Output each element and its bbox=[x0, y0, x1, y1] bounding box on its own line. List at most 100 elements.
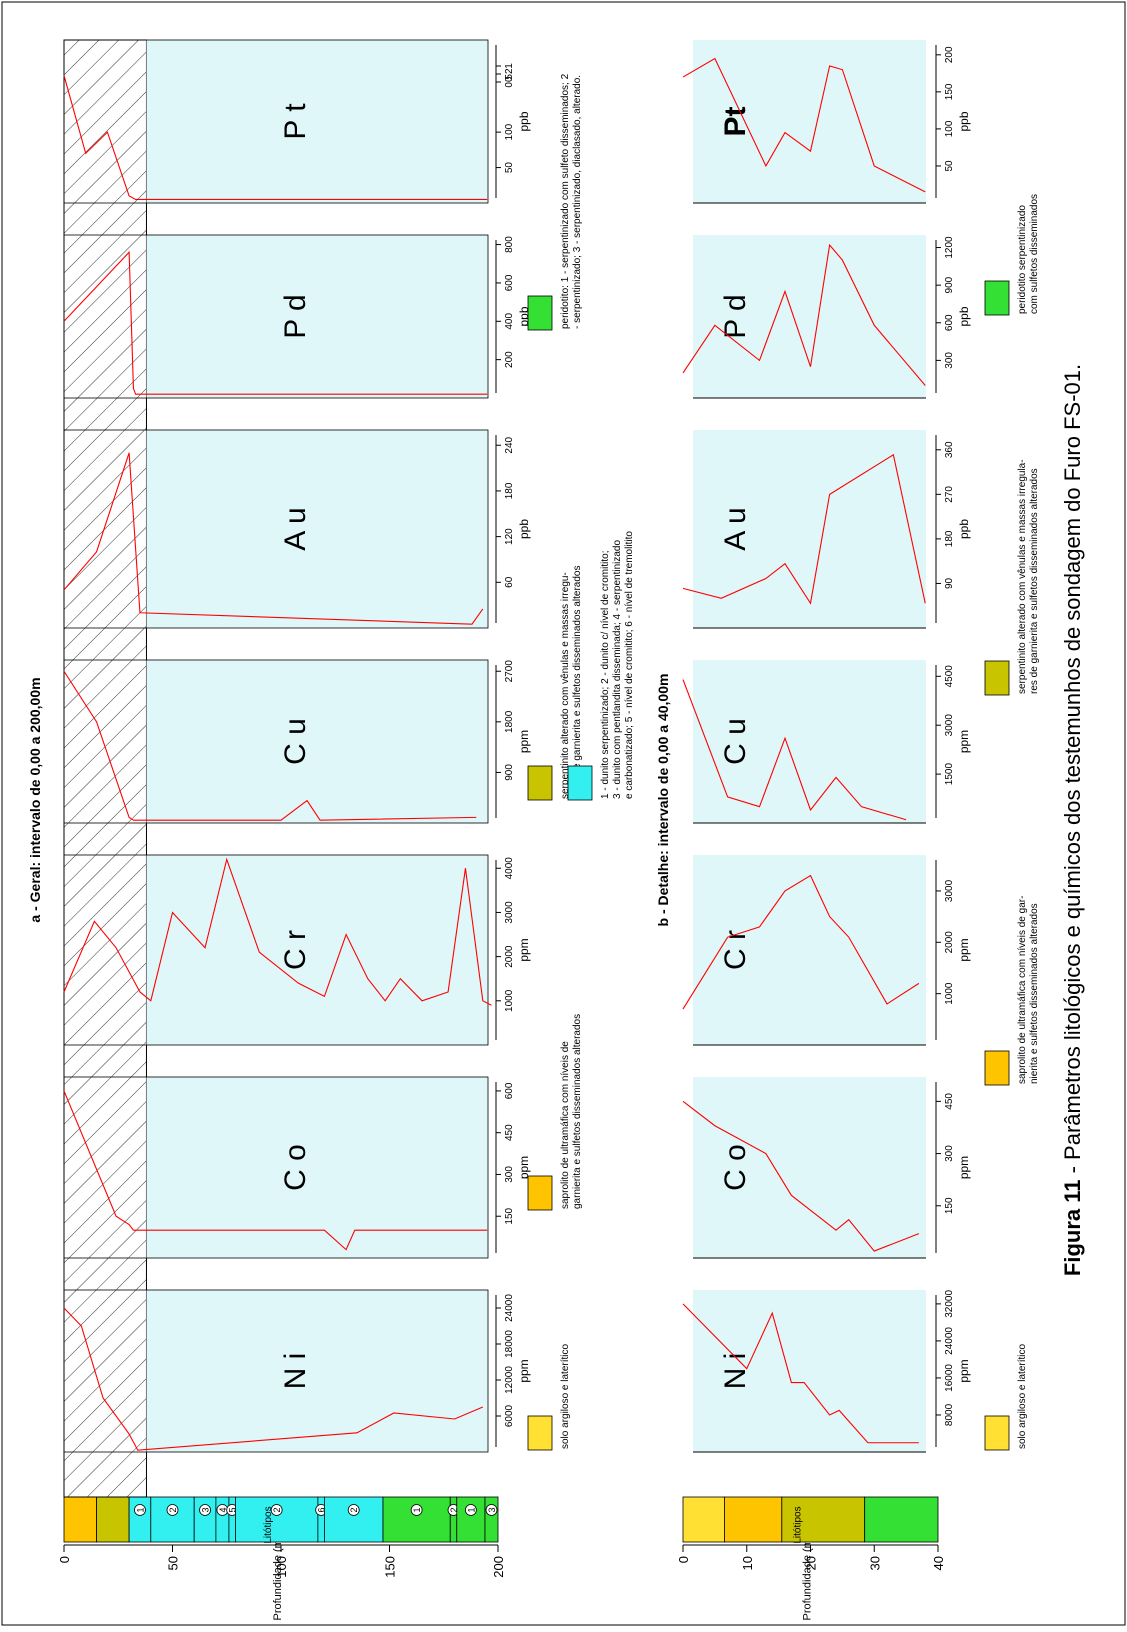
value-tick-label: 12000 bbox=[504, 1366, 515, 1394]
unit-label: ppb bbox=[517, 111, 531, 131]
weathered-zone-hatch bbox=[63, 39, 147, 1498]
depth-tick-label: 100 bbox=[274, 1556, 289, 1578]
panel-background bbox=[693, 1290, 926, 1452]
element-panel: 50 100 150 200 ppb Pt bbox=[682, 40, 971, 204]
litho-unit bbox=[724, 1496, 783, 1543]
value-tick-label: 120 bbox=[504, 528, 515, 545]
value-tick-label: 240 bbox=[504, 436, 515, 453]
legend-text: saprolito de ultramáfica com níveis de g… bbox=[1017, 896, 1028, 1084]
element-label: P d bbox=[719, 294, 752, 339]
value-tick-label: 50 bbox=[504, 162, 515, 174]
unit-label: ppb bbox=[957, 306, 971, 326]
litho-unit-marker bbox=[270, 1504, 283, 1516]
legend-text: serpentinito alterado com vênulas e mass… bbox=[1017, 459, 1028, 694]
data-series-line bbox=[682, 243, 926, 386]
data-series-line bbox=[682, 1100, 920, 1252]
caption-text: - Parâmetros litológicos e químicos dos … bbox=[1060, 364, 1085, 1180]
litho-unit-label: 1 bbox=[412, 1507, 422, 1512]
value-tick-label: 50 bbox=[944, 160, 955, 172]
value-tick-label: 600 bbox=[504, 274, 515, 291]
element-panel: 300 600 900 1200 ppb P d bbox=[682, 235, 971, 399]
legend-text: solo argiloso e laterítico bbox=[1017, 1344, 1028, 1449]
element-label: C r bbox=[719, 930, 752, 970]
litho-unit-label: 3 bbox=[487, 1507, 497, 1512]
litho-unit bbox=[228, 1496, 236, 1543]
value-tick-label: 100 bbox=[944, 120, 955, 137]
litho-unit bbox=[317, 1496, 325, 1543]
element-label: C u bbox=[279, 718, 312, 765]
unit-label: ppm bbox=[517, 1156, 531, 1179]
depth-tick-label: 50 bbox=[166, 1556, 181, 1570]
unit-label: ppm bbox=[517, 730, 531, 753]
depth-tick-label: 200 bbox=[491, 1556, 506, 1578]
litho-unit-label: 2 bbox=[272, 1507, 282, 1512]
legend-text: solo argiloso e laterítico bbox=[560, 1344, 571, 1449]
value-tick-label: 1200 bbox=[944, 236, 955, 259]
depth-tick-label: 20 bbox=[804, 1556, 819, 1570]
litho-unit-label: 5 bbox=[228, 1507, 238, 1512]
legend.b_items: solo argiloso e laterítico saprolito de u… bbox=[984, 194, 1040, 1451]
value-tick-label: 300 bbox=[944, 1145, 955, 1162]
unit-label: ppm bbox=[517, 1359, 531, 1382]
element-label: C o bbox=[719, 1144, 752, 1191]
legend-text: - serpentinizado; 3 - serpentinizado, di… bbox=[572, 75, 583, 329]
unit-label: ppm bbox=[957, 938, 971, 961]
legend-text: serpentinito alterado com vênulas e mass… bbox=[560, 572, 571, 799]
litho-unit bbox=[235, 1496, 319, 1543]
legend-swatch bbox=[527, 295, 553, 331]
value-tick-label: 360 bbox=[944, 441, 955, 458]
panel-background bbox=[693, 1077, 926, 1258]
litho-unit-label: 1 bbox=[466, 1507, 476, 1512]
value-tick-label: 1800 bbox=[504, 710, 515, 733]
panel-background bbox=[693, 660, 926, 823]
value-tick-label: 600 bbox=[944, 314, 955, 331]
element-label: N i bbox=[719, 1353, 752, 1390]
unit-label: ppb bbox=[957, 519, 971, 539]
litho-unit-marker bbox=[347, 1504, 360, 1516]
data-series-line bbox=[682, 453, 926, 605]
litho-unit-marker bbox=[464, 1504, 477, 1516]
value-tick-label: 00 bbox=[504, 76, 515, 88]
litho-unit bbox=[449, 1496, 458, 1543]
depth-tick-label: 40 bbox=[931, 1556, 946, 1570]
section-a: a - Geral: intervalo de 0,00 a 200,00m 0 5… bbox=[27, 39, 531, 1621]
legend-text: lares de garnierita e sulfetos dissemina… bbox=[572, 566, 583, 799]
data-series-line bbox=[682, 57, 926, 193]
litho-unit-label: 4 bbox=[218, 1507, 228, 1512]
value-tick-label: 8000 bbox=[944, 1403, 955, 1426]
value-tick-label: 2700 bbox=[504, 660, 515, 683]
value-tick-label: 90 bbox=[944, 577, 955, 589]
data-series-line bbox=[63, 75, 488, 201]
litho-unit-label: 2 bbox=[349, 1507, 359, 1512]
element-label: C r bbox=[279, 930, 312, 970]
value-tick-label: 4000 bbox=[504, 857, 515, 880]
data-series-line bbox=[63, 452, 484, 625]
value-tick-label: 60 bbox=[504, 576, 515, 588]
unit-label: ppb bbox=[957, 111, 971, 131]
unit-label: ppb bbox=[517, 306, 531, 326]
value-tick-label: 900 bbox=[944, 276, 955, 293]
litho-unit bbox=[864, 1496, 939, 1543]
litho-unit bbox=[323, 1496, 384, 1543]
panel-frame bbox=[63, 1289, 489, 1453]
section-b-title: b - Detalhe: intervalo de 0,00 a 40,00m bbox=[655, 674, 671, 927]
value-tick-label: 800 bbox=[504, 236, 515, 253]
depth-tick-label: 0 bbox=[676, 1556, 691, 1563]
litho-unit-marker bbox=[485, 1504, 498, 1516]
unit-label: ppm bbox=[957, 1359, 971, 1382]
panel-frame bbox=[63, 234, 489, 399]
panel-frame bbox=[63, 429, 489, 629]
element-label: C u bbox=[719, 718, 752, 765]
element-label: C o bbox=[279, 1144, 312, 1191]
data-series-line bbox=[682, 679, 907, 821]
element-panel: 6000 12000 18000 24000 ppm N i bbox=[63, 1289, 531, 1453]
panel-background bbox=[146, 660, 488, 823]
data-series-line bbox=[63, 1090, 488, 1251]
litho-unit-label: 3 bbox=[201, 1507, 211, 1512]
value-tick-label: 4500 bbox=[944, 665, 955, 688]
litho-column-label: Litótipos bbox=[263, 1506, 274, 1543]
element-panel: 1000 2000 3000 ppm C r bbox=[682, 855, 971, 1046]
value-tick-label: 180 bbox=[944, 530, 955, 547]
value-tick-label: 3000 bbox=[944, 714, 955, 737]
